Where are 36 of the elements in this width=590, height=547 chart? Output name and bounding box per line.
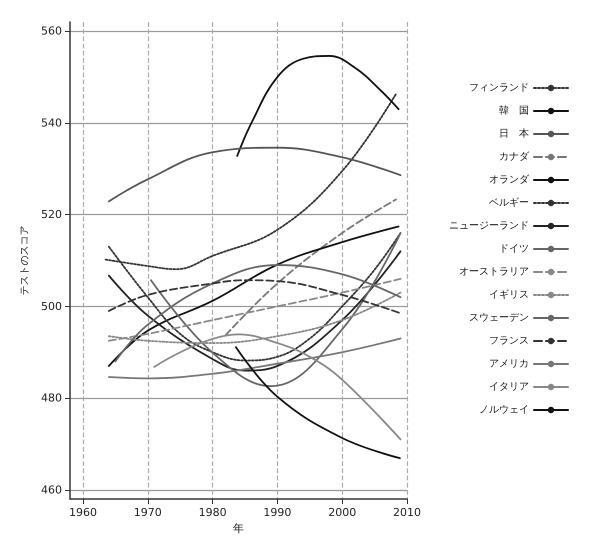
y-tick-label: 560 (41, 24, 62, 38)
line-series (108, 278, 402, 342)
x-tick-label: 2000 (328, 506, 356, 519)
legend-label: オーストラリア (459, 266, 529, 278)
line-series (108, 146, 402, 202)
legend-label: フランス (489, 336, 529, 346)
legend-label: オランダ (489, 174, 530, 186)
legend-label: ドイツ (499, 244, 529, 254)
legend-label: アメリカ (489, 358, 529, 370)
x-tick-label: 2010 (393, 506, 421, 519)
legend-label: 日 本 (499, 128, 529, 140)
legend-label: イギリス (489, 288, 529, 300)
line-series (224, 198, 397, 336)
x-tick-label: 1960 (68, 506, 97, 519)
legend-label: フィンランド (469, 82, 529, 94)
legend-label: ノルウェイ (479, 404, 529, 416)
y-tick-label: 460 (41, 483, 62, 496)
legend-label: ベルギー (489, 196, 529, 208)
x-tick-label: 1980 (198, 506, 227, 519)
x-axis-title: 年 (233, 522, 244, 535)
y-tick-label: 500 (41, 300, 62, 313)
legend-label: 韓 国 (499, 104, 529, 116)
line-series (108, 338, 402, 380)
x-tick-label: 1990 (263, 506, 292, 519)
line-series (236, 55, 400, 157)
legend-label: イタリア (489, 382, 529, 392)
y-tick-label: 480 (41, 392, 62, 405)
y-tick-label: 540 (41, 116, 62, 130)
legend-label: スウェーデン (469, 312, 529, 324)
y-axis-title: テストのスコア (20, 226, 30, 296)
legend-label: ニュージーランド (449, 220, 529, 232)
legend-label: カナダ (499, 150, 530, 162)
line-series (235, 346, 401, 460)
line-series (108, 250, 402, 372)
x-tick-label: 1970 (134, 506, 162, 519)
y-tick-label: 520 (41, 208, 62, 222)
